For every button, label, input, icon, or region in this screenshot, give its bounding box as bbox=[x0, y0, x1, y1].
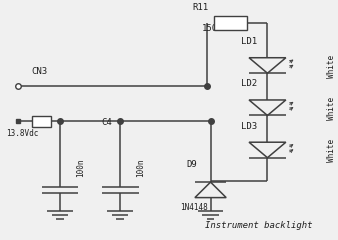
FancyBboxPatch shape bbox=[31, 116, 51, 126]
Text: Instrument backlight: Instrument backlight bbox=[205, 221, 313, 230]
FancyBboxPatch shape bbox=[214, 16, 247, 30]
Text: C3: C3 bbox=[41, 118, 52, 127]
Text: 150R: 150R bbox=[201, 24, 223, 33]
Text: White: White bbox=[327, 97, 336, 120]
Text: C4: C4 bbox=[101, 118, 112, 127]
Text: 13.8Vdc: 13.8Vdc bbox=[6, 130, 39, 138]
Text: R11: R11 bbox=[192, 3, 209, 12]
Text: LD2: LD2 bbox=[241, 79, 257, 88]
Text: White: White bbox=[327, 54, 336, 78]
Text: 100n: 100n bbox=[136, 159, 145, 177]
Text: LD3: LD3 bbox=[241, 122, 257, 131]
Text: CN3: CN3 bbox=[32, 66, 48, 76]
Text: D9: D9 bbox=[187, 160, 197, 169]
Text: White: White bbox=[327, 139, 336, 162]
Text: 100n: 100n bbox=[76, 159, 86, 177]
Text: LD1: LD1 bbox=[241, 37, 257, 46]
Text: 1N4148: 1N4148 bbox=[180, 203, 208, 212]
